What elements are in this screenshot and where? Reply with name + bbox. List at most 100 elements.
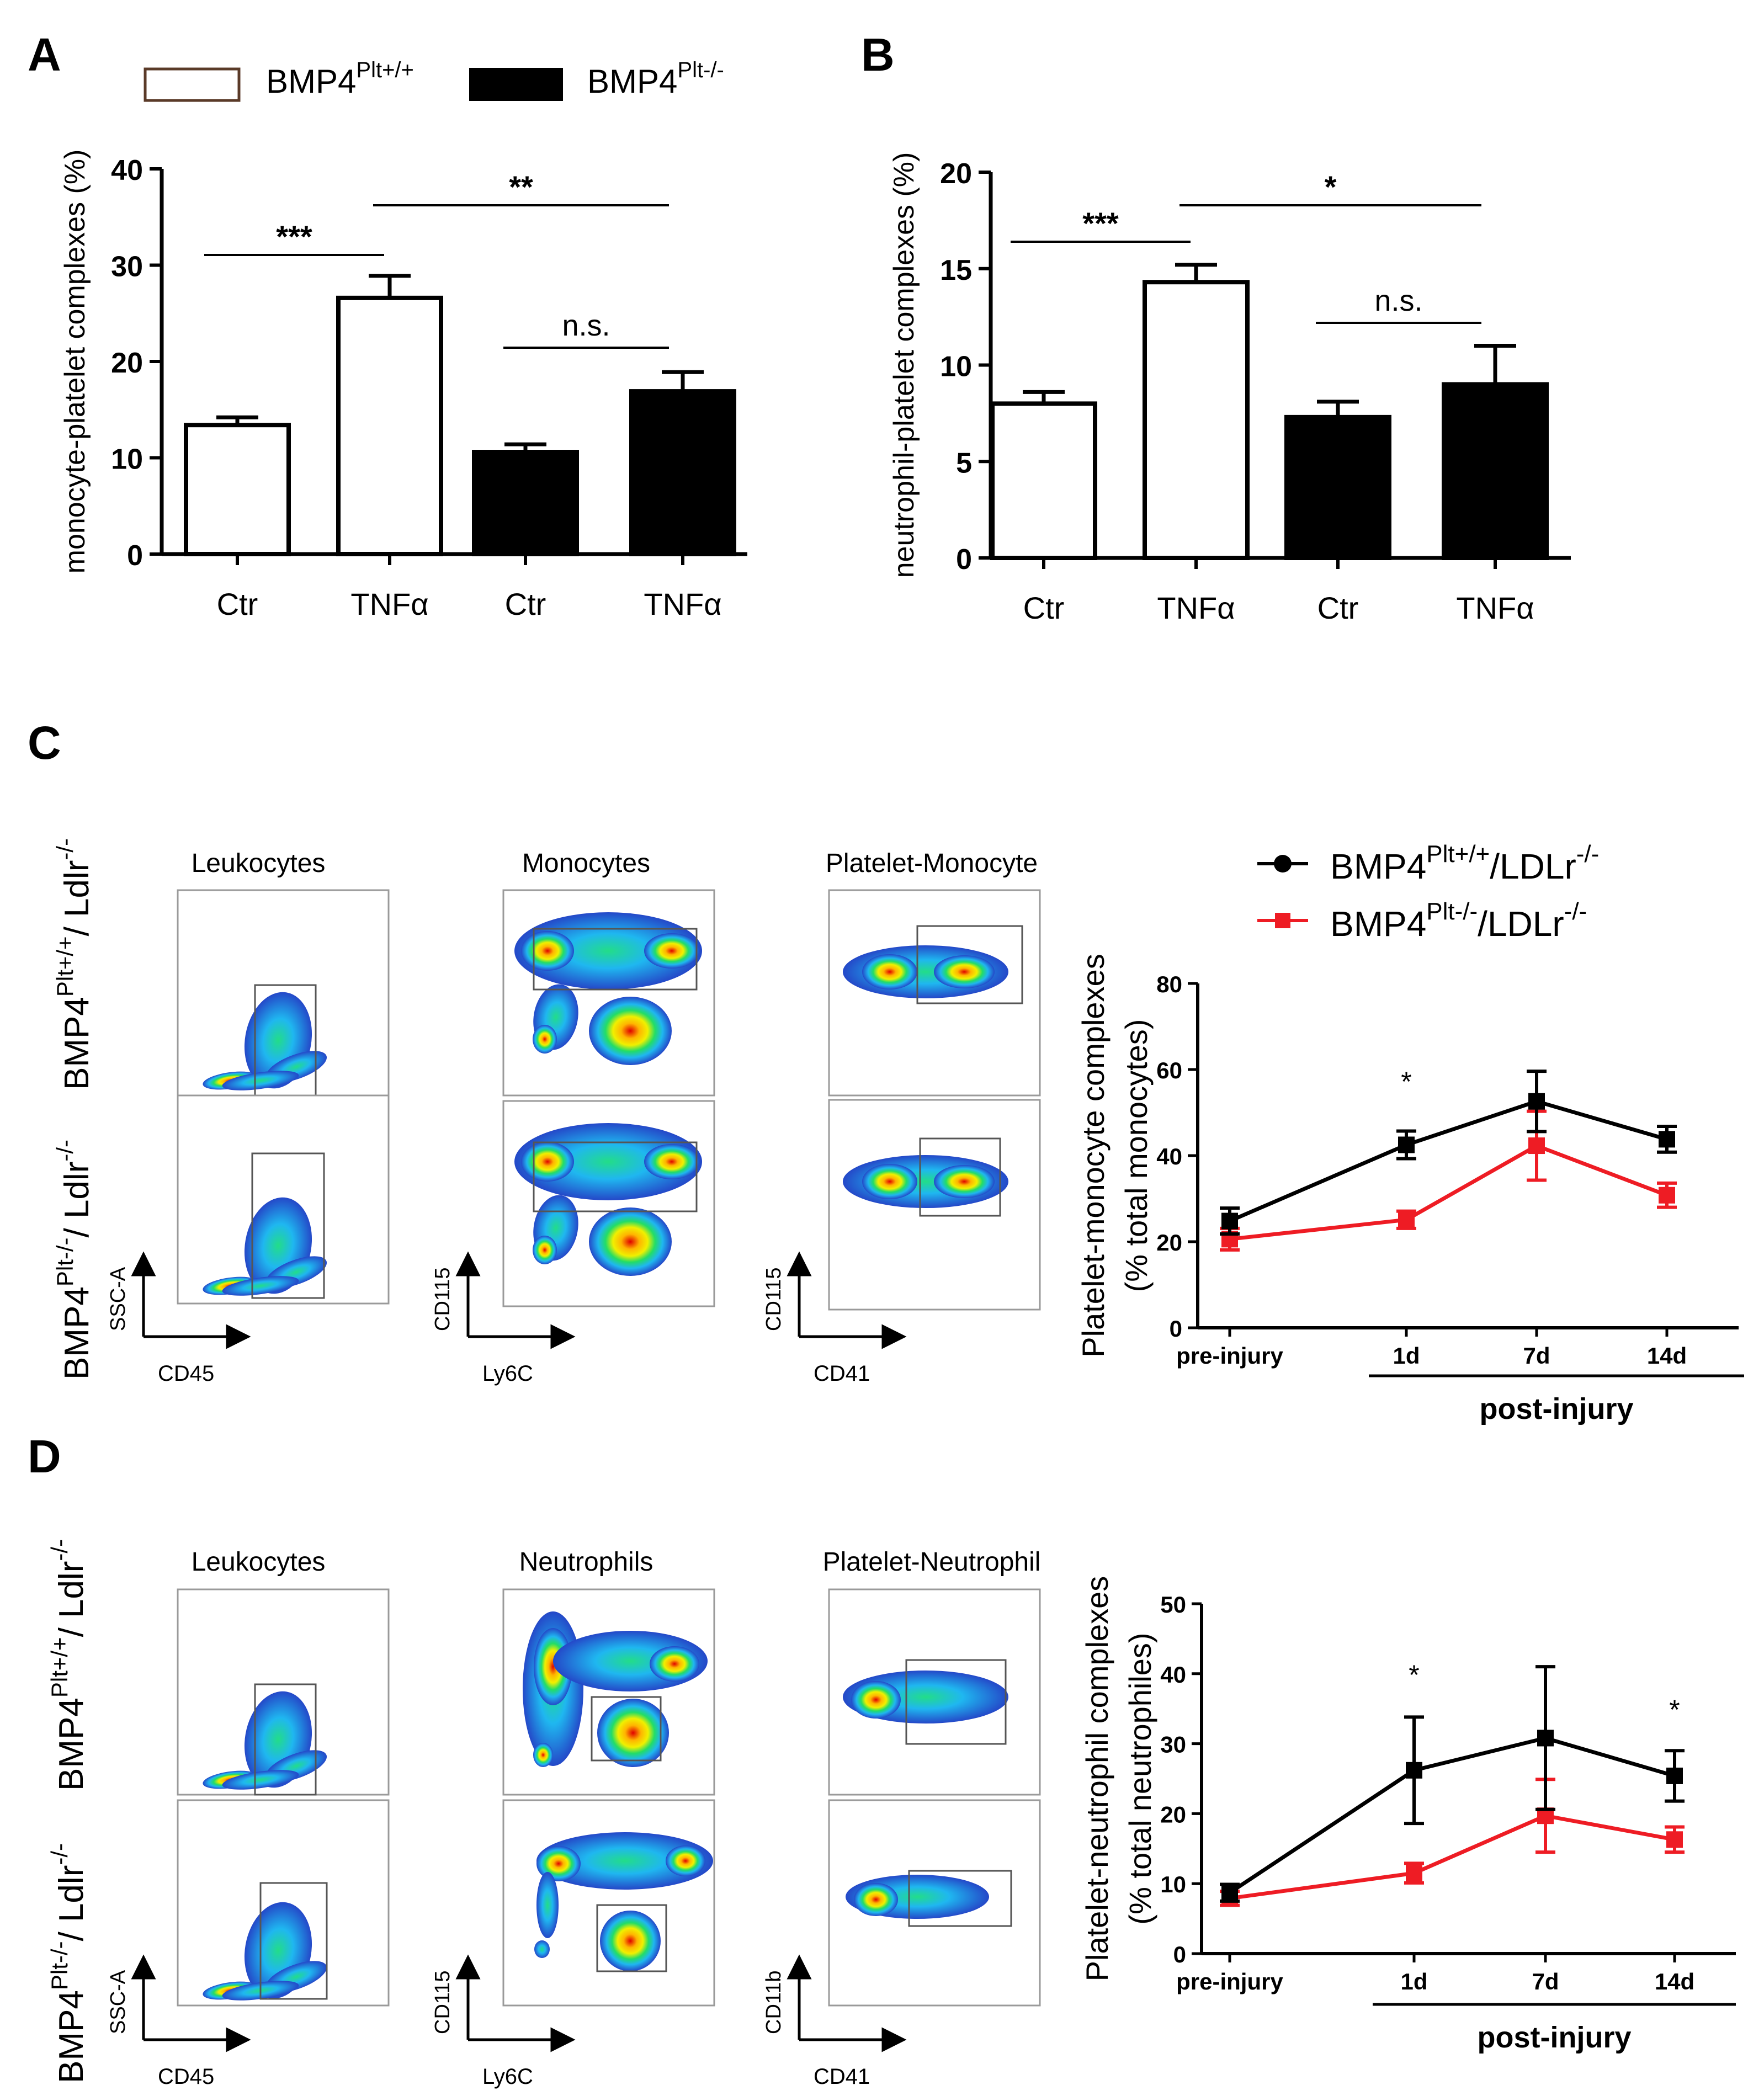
- flow-plot-density: [534, 1832, 713, 1971]
- y-axis-label: Platelet-neutrophil complexes (% total ne…: [1080, 1576, 1157, 1982]
- density-blob: [589, 1207, 672, 1276]
- series-wt: [1220, 1070, 1677, 1236]
- gate-box: [905, 1659, 1007, 1745]
- data-point: [1659, 1187, 1675, 1204]
- density-blob: [222, 1770, 299, 1790]
- flow-y-axis-label: CD115: [431, 1268, 454, 1331]
- density-blob: [534, 1940, 550, 1958]
- gate-box: [908, 1870, 1012, 1927]
- bar: [336, 295, 443, 557]
- flow-column-title: Monocytes: [522, 849, 650, 878]
- x-tick-label: 14d: [1655, 1969, 1694, 1994]
- density-blob: [862, 1164, 917, 1199]
- legend-line-ko-label: BMP4Plt-/-/LDLr-/-: [1330, 898, 1587, 944]
- density-blob: [589, 997, 672, 1065]
- chart-a: 0 10 20 30 40 monocyte-platelet complexes (%)…: [59, 150, 747, 621]
- x-tick-label: TNFα: [1157, 591, 1235, 625]
- x-tick-label: TNFα: [644, 587, 721, 621]
- flow-x-axis-label: CD41: [814, 2065, 870, 2089]
- density-blob: [533, 1236, 557, 1264]
- series-line: [1229, 1143, 1668, 1241]
- y-axis-label: monocyte-platelet complexes (%): [59, 150, 91, 574]
- significance-label: ***: [1082, 206, 1119, 241]
- gate-box: [919, 1137, 1001, 1217]
- y-axis-label: Platelet-monocyte complexes (% total mono…: [1076, 954, 1154, 1357]
- flow-y-axis-label: SSC-A: [107, 1970, 130, 2034]
- y-tick-label: 20: [111, 347, 143, 379]
- x-tick-label: 1d: [1400, 1969, 1427, 1994]
- flow-plots-c: Leukocytes Monocytes Platelet-Monocyte SSC-…: [107, 849, 1041, 1386]
- density-blob: [521, 931, 574, 971]
- flow-y-axis-label: CD11b: [762, 1971, 785, 2034]
- flow-plot-density: [203, 992, 327, 1090]
- flow-plot-density: [843, 1671, 1008, 1723]
- significance-label: n.s.: [562, 309, 610, 342]
- significance-label: **: [509, 169, 533, 204]
- y-tick-label: 0: [1173, 1941, 1186, 1967]
- density-blob: [644, 933, 699, 969]
- x-tick-label: Ctr: [1023, 591, 1065, 625]
- y-axis-label: neutrophil-platelet complexes (%): [888, 152, 920, 578]
- flow-x-axis-label: Ly6C: [482, 2065, 533, 2089]
- legend-bar-charts: BMP4Plt+/+ BMP4Plt-/-: [144, 58, 724, 102]
- significance-label: *: [1409, 1659, 1419, 1690]
- y-tick-label: 60: [1156, 1057, 1182, 1083]
- series-ko: [1220, 1778, 1685, 1907]
- x-tick-label: Ctr: [217, 587, 258, 621]
- x-tick-label: 1d: [1393, 1343, 1420, 1369]
- bar: [1284, 414, 1391, 560]
- flow-plots-d: Leukocytes Neutrophils Platelet-Neutrophil…: [107, 1547, 1041, 2089]
- bar: [1442, 382, 1549, 560]
- series-line: [1229, 1813, 1675, 1901]
- x-tick-label: 7d: [1532, 1969, 1559, 1994]
- density-blob: [536, 1832, 713, 1890]
- density-blob: [854, 1883, 898, 1916]
- row-label-c-wt: BMP4Plt+/+/ Ldlr-/-: [52, 838, 96, 1090]
- series-wt: [1220, 1665, 1685, 1903]
- data-point: [1221, 1884, 1238, 1901]
- data-point: [1659, 1131, 1675, 1148]
- flow-plot-frame: [502, 1799, 715, 2007]
- significance-label: *: [1401, 1066, 1411, 1097]
- x-tick-label: TNFα: [350, 587, 428, 621]
- density-blob: [851, 1681, 901, 1719]
- flow-plot-density: [846, 1875, 989, 1919]
- bar: [184, 423, 291, 556]
- flow-x-axis-label: CD45: [158, 1361, 214, 1386]
- flow-column-title: Leukocytes: [192, 1547, 326, 1577]
- x-tick-label: Ctr: [505, 587, 546, 621]
- gate-box: [916, 925, 1023, 1004]
- flow-column-title: Neutrophils: [519, 1547, 653, 1577]
- legend-ko-swatch: [469, 68, 563, 101]
- x-tick-label: 7d: [1523, 1343, 1550, 1369]
- flow-x-axis-label: CD45: [158, 2065, 214, 2089]
- y-tick-label: 30: [1160, 1732, 1186, 1758]
- y-tick-label: 10: [940, 351, 972, 383]
- data-point: [1666, 1767, 1683, 1784]
- density-blob: [650, 1646, 699, 1682]
- density-blob: [934, 955, 995, 988]
- y-axis-label-line: (% total monocytes): [1119, 1019, 1154, 1292]
- gate-box: [533, 1141, 698, 1212]
- y-tick-label: 20: [1160, 1801, 1186, 1827]
- density-blob: [533, 1743, 553, 1767]
- y-tick-label: 5: [956, 447, 972, 479]
- flow-column-title: Platelet-Neutrophil: [823, 1547, 1041, 1577]
- density-blob: [536, 1872, 559, 1938]
- flow-plot-density: [843, 1155, 1008, 1208]
- gate-box: [596, 1904, 667, 1972]
- panel-letter-b: B: [861, 29, 895, 81]
- density-blob: [514, 912, 702, 990]
- flow-x-axis-label: CD41: [814, 1361, 870, 1386]
- flow-y-axis-label: CD115: [431, 1971, 454, 2034]
- y-axis-label-line: (% total neutrophiles): [1123, 1632, 1157, 1924]
- gate-box: [591, 1696, 662, 1762]
- bar: [990, 401, 1097, 561]
- data-point: [1528, 1137, 1545, 1155]
- group-label: post-injury: [1480, 1392, 1634, 1425]
- bar: [629, 389, 736, 556]
- density-blob: [533, 1025, 557, 1054]
- density-blob: [644, 1144, 699, 1179]
- flow-y-axis-label: SSC-A: [107, 1267, 130, 1331]
